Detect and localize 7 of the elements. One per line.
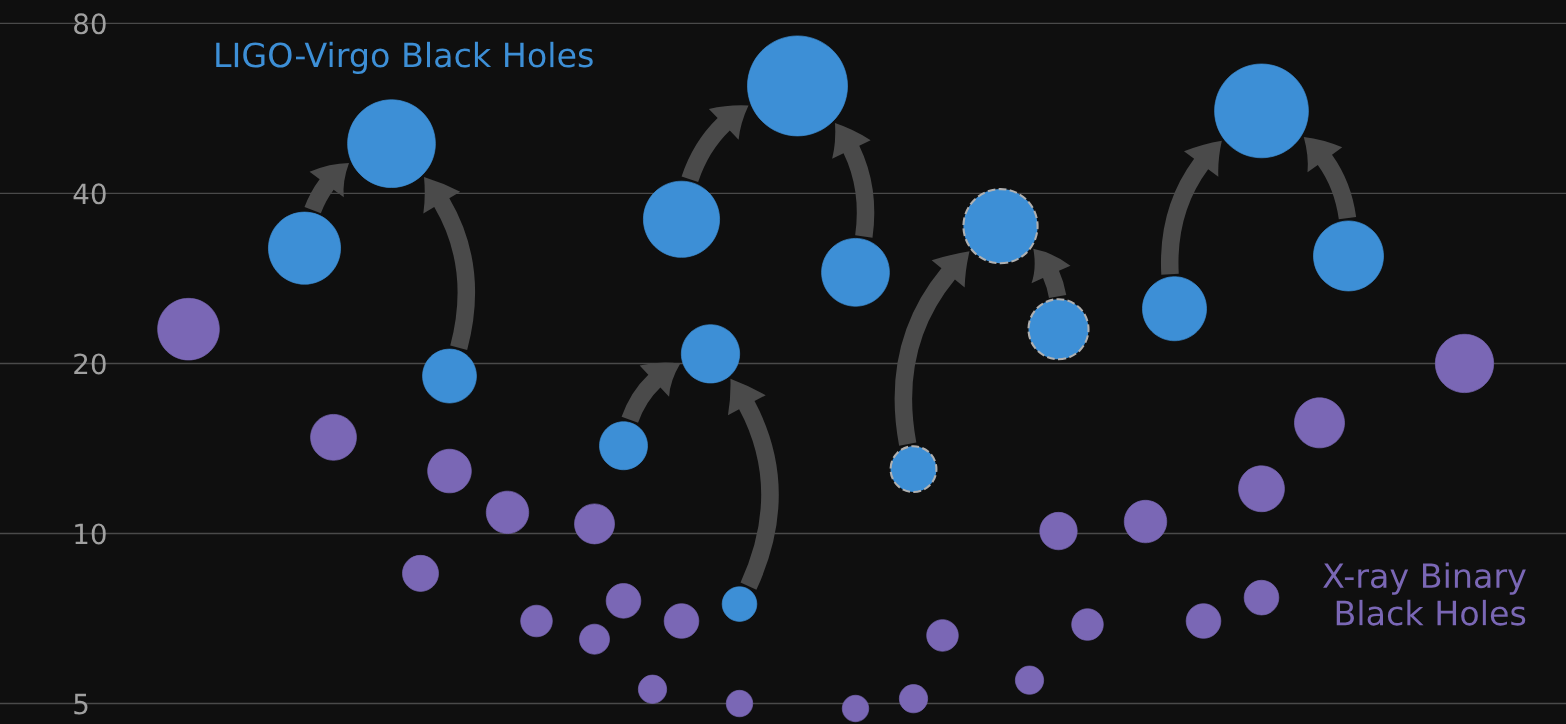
y-tick-label: 5 <box>74 693 88 715</box>
y-tick-label: 40 <box>73 183 106 205</box>
y-tick-label: 20 <box>74 353 106 375</box>
y-tick-label: 80 <box>74 13 106 35</box>
text: X-ray Binary Black Holes <box>1323 562 1526 626</box>
series-label: LIGO-Virgo Black Holes <box>216 41 593 75</box>
y-tick-label: 10 <box>75 523 106 545</box>
